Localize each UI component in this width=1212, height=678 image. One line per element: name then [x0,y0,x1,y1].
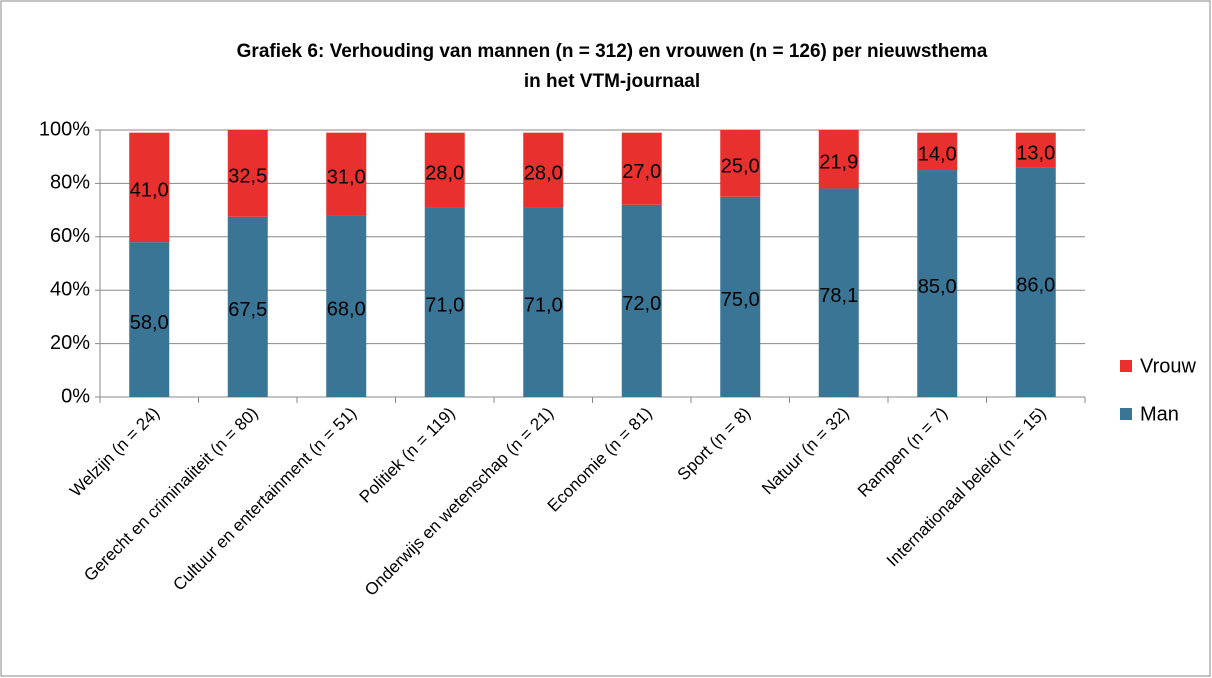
data-label: 32,5 [228,166,267,188]
bar [621,132,662,205]
bar [129,242,170,397]
y-tick-label: 0% [61,385,90,407]
bar [917,132,958,171]
bar [424,207,465,397]
legend-swatch [1120,360,1132,372]
bar [424,132,465,208]
bar [1015,167,1056,397]
data-label: 28,0 [524,162,563,184]
bar [720,196,761,397]
data-label: 21,9 [819,152,858,174]
bar [227,216,268,397]
data-label: 71,0 [425,294,464,316]
legend-label: Vrouw [1140,355,1197,377]
data-label: 25,0 [721,156,760,178]
data-label: 86,0 [1016,274,1055,296]
data-label: 27,0 [622,161,661,183]
bar [129,132,170,243]
data-label: 71,0 [524,294,563,316]
data-label: 67,5 [228,299,267,321]
chart-title: Grafiek 6: Verhouding van mannen (n = 31… [237,41,988,62]
y-tick-label: 40% [50,278,90,300]
bar [720,130,761,197]
data-label: 14,0 [918,144,957,166]
bar [818,130,859,189]
legend-label: Man [1140,403,1179,425]
data-label: 72,0 [622,293,661,315]
y-tick-label: 100% [39,118,90,140]
y-tick-label: 60% [50,225,90,247]
bar [818,188,859,397]
data-label: 13,0 [1016,142,1055,164]
y-tick-label: 20% [50,332,90,354]
data-label: 31,0 [327,166,366,188]
data-label: 58,0 [130,312,169,334]
bar [1015,132,1056,168]
data-label: 85,0 [918,276,957,298]
bar [621,204,662,397]
bar [917,170,958,397]
bar [326,215,367,397]
chart-title: in het VTM-journaal [524,71,700,92]
y-tick-label: 80% [50,172,90,194]
data-label: 28,0 [425,162,464,184]
data-label: 75,0 [721,289,760,311]
bar [326,132,367,216]
data-label: 41,0 [130,180,169,202]
bar [523,132,564,208]
bar [523,207,564,397]
data-label: 78,1 [819,285,858,307]
data-label: 68,0 [327,299,366,321]
bar [227,130,268,217]
legend-swatch [1120,408,1132,420]
